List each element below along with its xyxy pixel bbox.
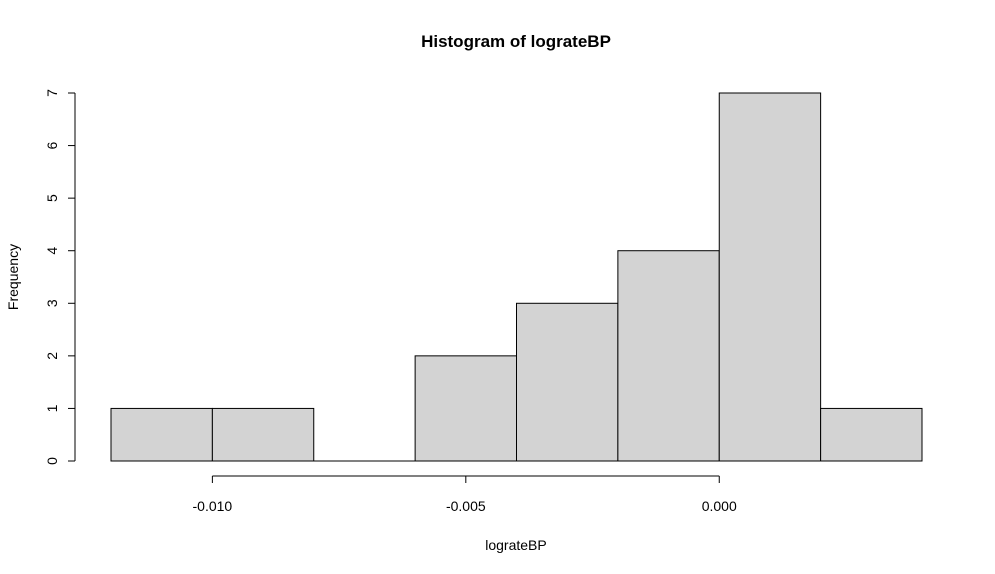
histogram-bar (211, 407, 315, 462)
histogram-bar (516, 302, 619, 462)
chart-title: Histogram of lograteBP (421, 32, 611, 51)
bars-group (110, 92, 923, 462)
x-tick-label: 0.000 (702, 498, 737, 514)
histogram-bar (820, 407, 923, 462)
y-tick-label: 5 (44, 194, 60, 202)
histogram-bar (718, 92, 822, 462)
y-tick-label: 3 (44, 299, 60, 307)
y-tick-label: 4 (44, 247, 60, 255)
x-axis-label: lograteBP (485, 537, 546, 553)
x-tick-label: -0.010 (193, 498, 233, 514)
y-tick-label: 1 (44, 404, 60, 412)
y-tick-label: 2 (44, 352, 60, 360)
y-axis-label: Frequency (5, 244, 21, 310)
y-axis: 0 1 2 3 4 5 6 7 (44, 89, 76, 465)
x-axis: -0.010 -0.005 0.000 (193, 475, 737, 514)
histogram-bar (414, 355, 517, 462)
y-tick-label: 0 (44, 457, 60, 465)
histogram-bar (110, 407, 213, 462)
y-tick-label: 7 (44, 89, 60, 97)
histogram-bar (617, 250, 720, 462)
x-tick-label: -0.005 (446, 498, 486, 514)
y-tick-label: 6 (44, 141, 60, 149)
